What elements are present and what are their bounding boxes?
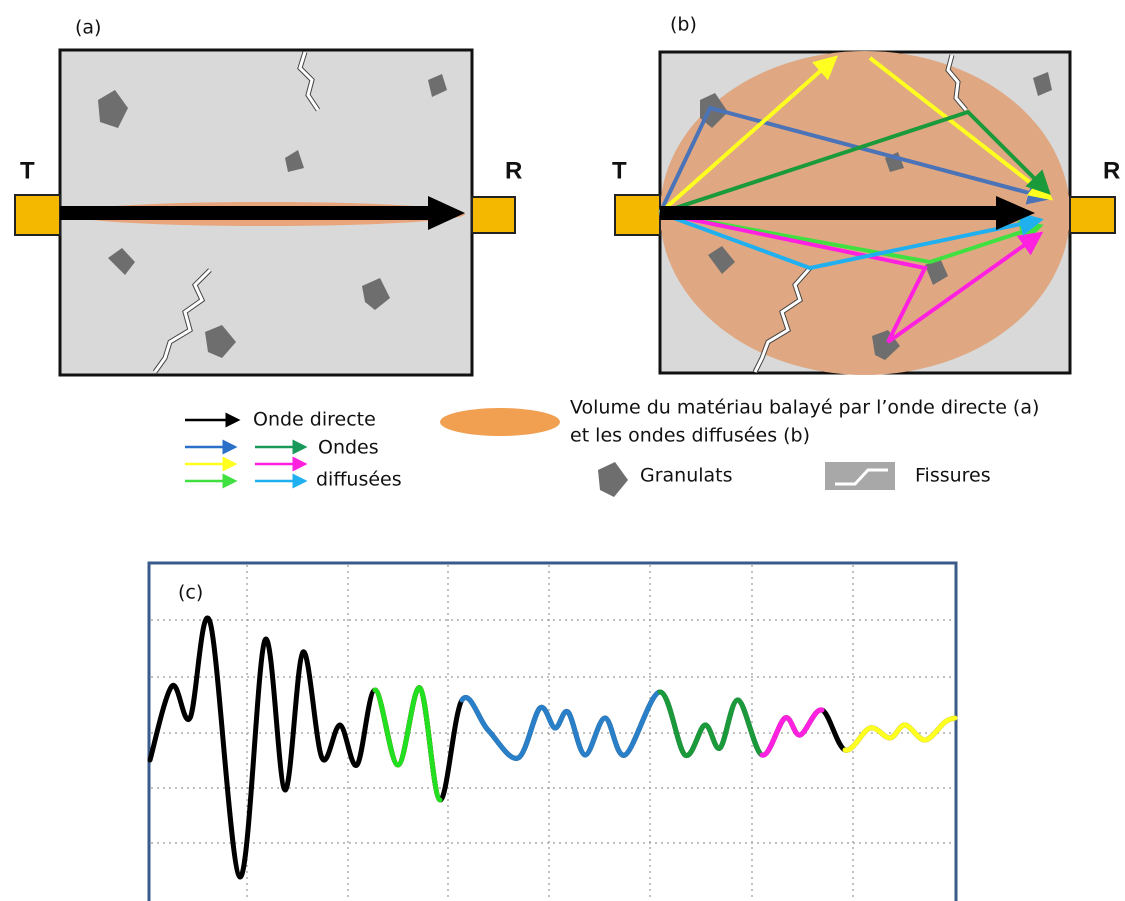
panel-label: (c): [178, 582, 203, 604]
signal-panel: (c): [149, 563, 956, 901]
panel-label: (a): [75, 17, 101, 39]
legend-scattered: diffusées: [316, 469, 402, 491]
aggregate-swatch: [598, 462, 628, 497]
legend-cracks: Fissures: [915, 465, 991, 487]
legend-volume: Volume du matériau balayé par l’onde dir…: [570, 397, 1039, 419]
transmitter-label: T: [612, 157, 627, 184]
panel-label: (b): [670, 14, 697, 36]
receiver-label: R: [505, 157, 522, 184]
receiver: [472, 197, 515, 233]
legend-direct: Onde directe: [253, 409, 376, 431]
transmitter: [15, 195, 60, 235]
transmitter: [615, 195, 660, 235]
receiver-label: R: [1103, 157, 1120, 184]
legend-volume: et les ondes diffusées (b): [570, 425, 810, 447]
panel-a: (a) T R: [15, 17, 522, 376]
legend-aggregates: Granulats: [640, 465, 733, 487]
volume-swatch: [440, 408, 560, 436]
figure: (a) T R (b) T R Onde directe Ondes diffu…: [0, 0, 1125, 901]
receiver: [1070, 197, 1115, 233]
legend-scattered: Ondes: [318, 437, 379, 459]
panel-b: (b) T R: [612, 14, 1120, 376]
transmitter-label: T: [20, 157, 35, 184]
crack-swatch: [825, 462, 895, 490]
